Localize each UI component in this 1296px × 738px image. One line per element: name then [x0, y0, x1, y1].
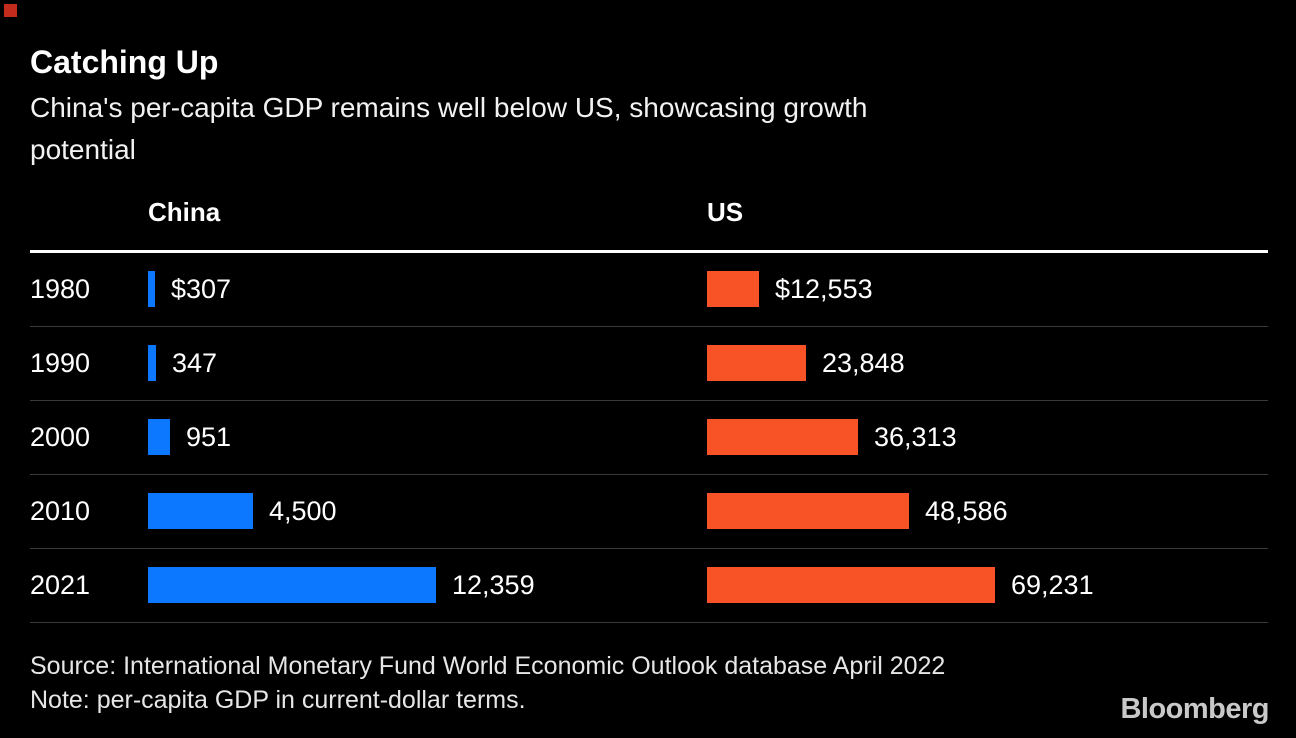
header-rule — [30, 249, 1268, 253]
china-bar — [148, 493, 253, 530]
data-cell-china: 12,359 — [148, 549, 707, 622]
note-text: Note: per-capita GDP in current-dollar t… — [30, 685, 526, 714]
china-bar — [148, 271, 155, 308]
china-bar — [148, 419, 170, 456]
table-row: 2000 951 36,313 — [30, 401, 1268, 475]
table-row: 1990 347 23,848 — [30, 327, 1268, 401]
data-cell-us: 48,586 — [707, 475, 1268, 548]
chart-table: 1980 $307 $12,553 1990 347 23,848 2000 951 36,31… — [30, 253, 1268, 623]
row-year-label: 1980 — [30, 273, 91, 304]
us-value-label: $12,553 — [775, 273, 873, 304]
us-value-label: 23,848 — [822, 347, 905, 378]
footer: Source: International Monetary Fund Worl… — [30, 649, 1268, 717]
us-value-label: 36,313 — [874, 421, 957, 452]
page-title: Catching Up — [30, 44, 219, 80]
page-subtitle: China's per-capita GDP remains well belo… — [30, 87, 1268, 171]
china-value-label: 12,359 — [452, 569, 535, 600]
us-bar — [707, 493, 909, 530]
us-value-label: 69,231 — [1011, 569, 1094, 600]
row-year-label: 2000 — [30, 421, 91, 452]
data-cell-china: $307 — [148, 253, 707, 326]
china-value-label: 347 — [172, 347, 218, 378]
table-row: 2010 4,500 48,586 — [30, 475, 1268, 549]
china-value-label: $307 — [171, 273, 232, 304]
china-bar — [148, 567, 436, 604]
china-value-label: 951 — [186, 421, 232, 452]
data-cell-us: 23,848 — [707, 327, 1268, 400]
column-header-china: China — [148, 196, 221, 227]
bloomberg-logo: Bloomberg — [1120, 693, 1269, 725]
us-bar — [707, 345, 806, 382]
data-cell-china: 4,500 — [148, 475, 707, 548]
subtitle-line-2: potential — [30, 133, 136, 165]
data-cell-china: 951 — [148, 401, 707, 474]
row-year-label: 2010 — [30, 495, 91, 526]
chart-content: Catching Up China's per-capita GDP remai… — [30, 0, 1268, 717]
row-year-label: 2021 — [30, 569, 91, 600]
us-bar — [707, 271, 759, 308]
data-cell-china: 347 — [148, 327, 707, 400]
data-cell-us: 36,313 — [707, 401, 1268, 474]
table-row: 1980 $307 $12,553 — [30, 253, 1268, 327]
source-text: Source: International Monetary Fund Worl… — [30, 651, 946, 680]
column-headers: China US — [30, 197, 1268, 227]
column-header-us: US — [707, 196, 744, 227]
us-bar — [707, 419, 858, 456]
subtitle-line-1: China's per-capita GDP remains well belo… — [30, 91, 868, 123]
row-year-label: 1990 — [30, 347, 91, 378]
china-bar — [148, 345, 156, 382]
data-cell-us: $12,553 — [707, 253, 1268, 326]
us-value-label: 48,586 — [925, 495, 1008, 526]
us-bar — [707, 567, 995, 604]
data-cell-us: 69,231 — [707, 549, 1268, 622]
table-row: 2021 12,359 69,231 — [30, 549, 1268, 623]
bloomberg-red-box-icon — [4, 4, 17, 17]
china-value-label: 4,500 — [269, 495, 337, 526]
